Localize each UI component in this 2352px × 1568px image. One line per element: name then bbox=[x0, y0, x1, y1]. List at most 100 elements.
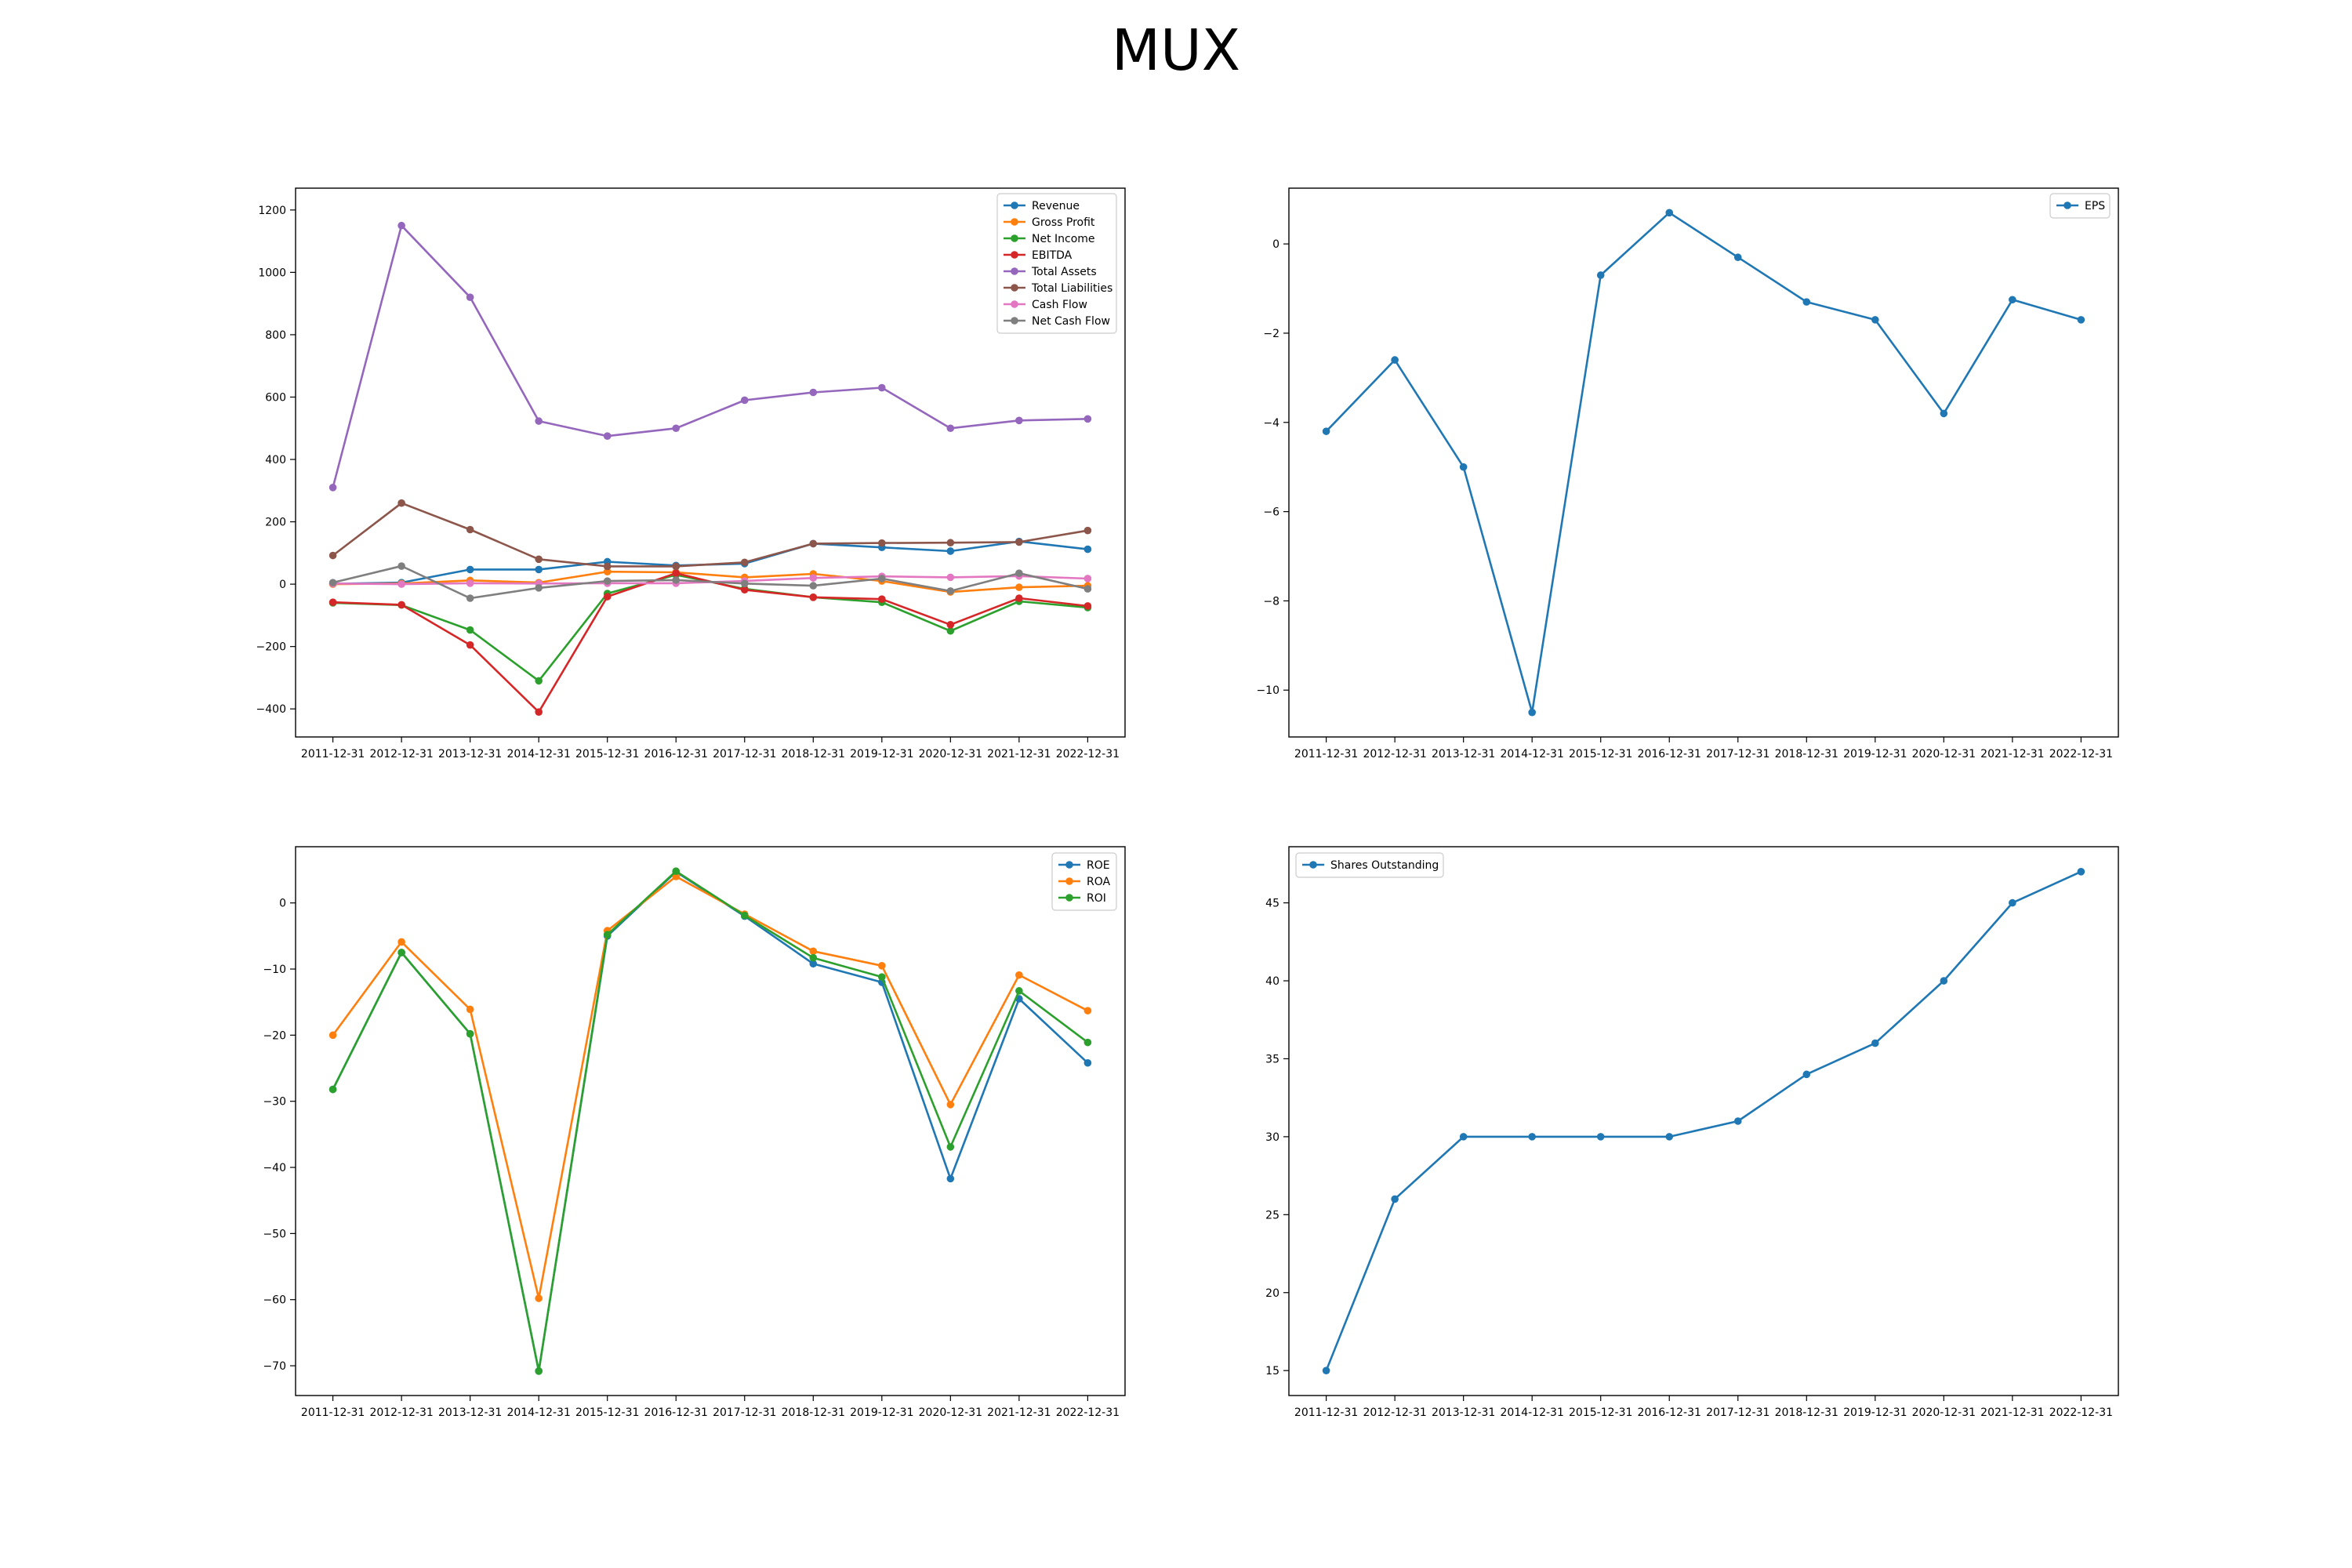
data-point bbox=[946, 573, 955, 582]
x-tick-label: 2016-12-31 bbox=[644, 1406, 708, 1419]
x-tick-label: 2020-12-31 bbox=[919, 748, 982, 760]
figure-title: MUX bbox=[1111, 17, 1241, 83]
subplot-ratios: −70 −60 −50 −40 −30 −20 −10 0 2011-12-31 2012-12-… bbox=[263, 846, 1126, 1419]
data-point bbox=[809, 574, 818, 582]
legend-marker bbox=[1011, 218, 1018, 226]
data-point bbox=[1940, 977, 1948, 985]
legend-label-gross-profit: Gross Profit bbox=[1032, 216, 1095, 229]
data-point bbox=[878, 962, 886, 970]
x-tick-label: 2022-12-31 bbox=[2049, 1406, 2113, 1419]
data-point bbox=[328, 579, 337, 586]
y-tick-label: 200 bbox=[265, 517, 286, 529]
data-point bbox=[1665, 209, 1674, 217]
legend-marker bbox=[1065, 877, 1073, 885]
data-point bbox=[878, 383, 886, 392]
subplot-shares-outstanding: 15 20 25 30 35 40 45 2011-12-31 2012-12-31 2013-1… bbox=[1265, 846, 2119, 1419]
data-point bbox=[535, 1294, 543, 1302]
legend-marker bbox=[1011, 300, 1018, 308]
series-line-eps bbox=[1325, 211, 2082, 714]
y-tick-label: −10 bbox=[1256, 684, 1279, 697]
data-point bbox=[1459, 463, 1468, 471]
data-point bbox=[535, 417, 543, 425]
y-tick-label: −60 bbox=[263, 1294, 286, 1307]
axes-frame bbox=[295, 846, 1126, 1396]
legend-marker bbox=[1011, 201, 1018, 209]
data-point bbox=[466, 1005, 474, 1014]
x-tick-label: 2012-12-31 bbox=[369, 1406, 433, 1419]
x-tick-label: 2020-12-31 bbox=[1912, 748, 1976, 760]
series-revenue bbox=[328, 537, 1092, 588]
data-point bbox=[1322, 427, 1330, 435]
data-point bbox=[328, 484, 337, 492]
y-tick-label: −10 bbox=[263, 964, 286, 976]
x-tick-label: 2011-12-31 bbox=[301, 1406, 365, 1419]
legend-label-total-liabilities: Total Liabilities bbox=[1031, 282, 1112, 295]
x-tick-label: 2016-12-31 bbox=[1638, 1406, 1701, 1419]
legend-marker bbox=[1309, 861, 1317, 869]
subplot-eps: −10 −8 −6 −4 −2 0 2011-12-31 2012-12-31 2013-12-… bbox=[1256, 187, 2119, 760]
x-tick-label: 2014-12-31 bbox=[506, 748, 570, 760]
y-tick-label: 0 bbox=[279, 579, 286, 591]
y-tick-label: −2 bbox=[1263, 328, 1279, 340]
data-point bbox=[809, 593, 818, 601]
y-tick-label: −20 bbox=[263, 1029, 286, 1042]
x-tick-label: 2017-12-31 bbox=[713, 1406, 776, 1419]
x-tick-label: 2018-12-31 bbox=[782, 748, 845, 760]
data-point bbox=[1871, 1039, 1879, 1047]
x-tick-label: 2012-12-31 bbox=[1363, 748, 1426, 760]
data-point bbox=[1083, 1007, 1092, 1014]
data-point bbox=[535, 565, 543, 574]
legend-label-roi: ROI bbox=[1087, 892, 1106, 905]
y-tick-label: 400 bbox=[265, 454, 286, 466]
data-point bbox=[535, 584, 543, 592]
x-tick-label: 2022-12-31 bbox=[2049, 748, 2113, 760]
series-line-gross-profit bbox=[332, 570, 1088, 593]
legend: Shares Outstanding bbox=[1295, 852, 1444, 878]
data-point bbox=[809, 947, 818, 956]
data-point bbox=[1596, 271, 1605, 279]
data-point bbox=[946, 539, 955, 547]
x-tick-label: 2018-12-31 bbox=[1775, 748, 1838, 760]
axes-frame bbox=[1288, 846, 2119, 1396]
series-line-total-assets bbox=[332, 224, 1088, 488]
data-point bbox=[672, 562, 681, 571]
data-point bbox=[535, 555, 543, 564]
y-tick-label: −400 bbox=[256, 703, 286, 716]
data-point bbox=[535, 1367, 543, 1375]
data-point bbox=[672, 576, 681, 584]
data-point bbox=[1083, 585, 1092, 593]
data-point bbox=[2009, 296, 2016, 304]
data-point bbox=[1940, 409, 1948, 418]
data-point bbox=[2077, 868, 2085, 876]
x-tick-label: 2013-12-31 bbox=[438, 1406, 502, 1419]
x-tick-label: 2011-12-31 bbox=[1294, 748, 1358, 760]
y-tick-label: 40 bbox=[1265, 975, 1279, 988]
y-tick-label: −4 bbox=[1263, 417, 1279, 430]
y-tick-label: 45 bbox=[1265, 898, 1279, 910]
series-line-ebitda bbox=[332, 572, 1088, 713]
x-tick-label: 2014-12-31 bbox=[1500, 1406, 1563, 1419]
data-point bbox=[809, 388, 818, 397]
data-point bbox=[1459, 1133, 1468, 1141]
x-tick-label: 2021-12-31 bbox=[1980, 1406, 2044, 1419]
legend-label-shares-outstanding: Shares Outstanding bbox=[1330, 859, 1439, 872]
legend-marker bbox=[1065, 861, 1073, 869]
legend-marker bbox=[2063, 201, 2071, 209]
x-tick-label: 2017-12-31 bbox=[1706, 748, 1769, 760]
x-tick-label: 2011-12-31 bbox=[1294, 1406, 1358, 1419]
data-point bbox=[1083, 415, 1092, 423]
x-tick-label: 2014-12-31 bbox=[1500, 748, 1563, 760]
data-point bbox=[1083, 602, 1092, 610]
legend-box bbox=[996, 193, 1117, 334]
data-point bbox=[1665, 1133, 1674, 1141]
data-point bbox=[946, 621, 955, 629]
legend-label-net-cash-flow: Net Cash Flow bbox=[1032, 315, 1110, 328]
data-point bbox=[603, 577, 612, 585]
legend-label-revenue: Revenue bbox=[1032, 200, 1080, 212]
series-line-net-cash-flow bbox=[332, 564, 1088, 600]
data-point bbox=[740, 579, 749, 588]
data-point bbox=[1733, 1117, 1742, 1125]
data-point bbox=[1733, 253, 1742, 262]
data-point bbox=[603, 432, 612, 440]
